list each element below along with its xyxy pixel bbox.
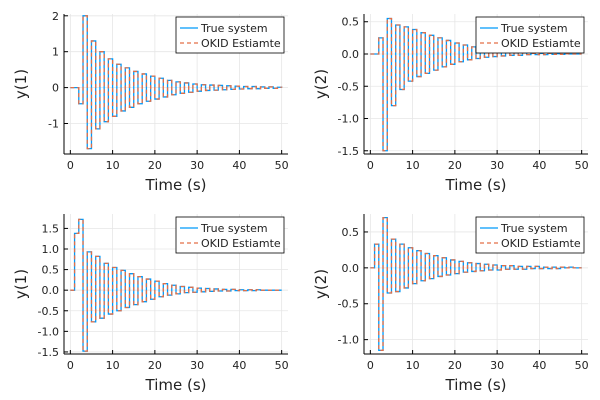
- x-tick-label: 0: [67, 359, 74, 372]
- x-tick-label: 0: [67, 159, 74, 172]
- x-tick-label: 0: [367, 359, 374, 372]
- x-tick-label: 30: [190, 159, 204, 172]
- legend-label-1: True system: [500, 222, 568, 235]
- y-tick-label: -1.5: [338, 145, 359, 158]
- x-axis-label: Time (s): [445, 376, 507, 394]
- y-tick-label: -1.0: [338, 113, 359, 126]
- y-tick-label: 0: [52, 82, 59, 95]
- x-axis-label: Time (s): [145, 376, 207, 394]
- legend-box: [175, 216, 285, 254]
- x-tick-label: 50: [275, 159, 289, 172]
- y-tick-label: -0.5: [338, 80, 359, 93]
- x-tick-label: 20: [448, 359, 462, 372]
- y-tick-label: 1: [52, 46, 59, 59]
- y-tick-label: 1.5: [42, 222, 60, 235]
- y-axis-label: y(1): [12, 269, 30, 299]
- legend-box: [475, 216, 585, 254]
- y-tick-label: 0.0: [42, 284, 60, 297]
- subplot-2: 0 10 20 30 40 50 -1.5 -1.0 -0.5 0.0 0.5 Time (s) y(2…: [312, 14, 589, 194]
- legend: True system OKID Estiamte: [475, 16, 585, 54]
- x-tick-label: 40: [532, 159, 546, 172]
- y-tick-label: -0.5: [38, 305, 59, 318]
- x-tick-label: 10: [406, 159, 420, 172]
- legend: True system OKID Estiamte: [175, 216, 285, 254]
- y-tick-label: 1.0: [42, 243, 60, 256]
- legend-label-2: OKID Estiamte: [501, 37, 581, 50]
- legend-label-2: OKID Estiamte: [501, 237, 581, 250]
- y-tick-label: -1.5: [38, 346, 59, 359]
- x-tick-label: 10: [106, 359, 120, 372]
- x-axis-label: Time (s): [445, 176, 507, 194]
- x-tick-label: 20: [448, 159, 462, 172]
- x-tick-label: 30: [190, 359, 204, 372]
- x-tick-label: 40: [232, 359, 246, 372]
- legend: True system OKID Estiamte: [475, 216, 585, 254]
- x-tick-label: 30: [490, 159, 504, 172]
- y-tick-label: -1: [48, 117, 59, 130]
- x-tick-label: 50: [275, 359, 289, 372]
- legend-label-1: True system: [500, 22, 568, 35]
- legend-label-1: True system: [200, 222, 268, 235]
- x-tick-label: 10: [406, 359, 420, 372]
- y-axis-label: y(2): [312, 69, 330, 99]
- x-tick-label: 40: [232, 159, 246, 172]
- x-tick-label: 40: [532, 359, 546, 372]
- y-tick-label: 0.0: [342, 262, 360, 275]
- x-tick-label: 50: [575, 359, 589, 372]
- y-tick-label: 0.5: [342, 16, 360, 29]
- y-axis-label: y(2): [312, 269, 330, 299]
- series-line-2: [70, 218, 282, 352]
- x-tick-label: 20: [148, 159, 162, 172]
- subplot-4: 0 10 20 30 40 50 -1.0 -0.5 0.0 0.5 Time (s) y(2) Tru…: [312, 214, 589, 394]
- y-tick-label: -1.0: [338, 334, 359, 347]
- legend-box: [175, 16, 285, 54]
- x-axis-label: Time (s): [145, 176, 207, 194]
- series-line-2: [70, 15, 283, 150]
- subplot-1: 0 10 20 30 40 50 -1 0 1 2 Time (s) y(1) True system O…: [12, 10, 289, 194]
- legend-label-1: True system: [200, 22, 268, 35]
- subplot-3: 0 10 20 30 40 50 -1.5 -1.0 -0.5 0.0 0.5 1.0 1.5 Time …: [12, 214, 289, 394]
- x-tick-label: 10: [106, 159, 120, 172]
- x-tick-label: 30: [490, 359, 504, 372]
- legend-label-2: OKID Estiamte: [201, 237, 281, 250]
- y-tick-label: -0.5: [338, 298, 359, 311]
- series-line-2: [370, 216, 582, 352]
- y-axis-label: y(1): [12, 69, 30, 99]
- y-tick-label: 0.5: [342, 226, 360, 239]
- x-tick-label: 50: [575, 159, 589, 172]
- x-tick-label: 0: [367, 159, 374, 172]
- x-tick-label: 20: [148, 359, 162, 372]
- legend: True system OKID Estiamte: [175, 16, 285, 54]
- legend-box: [475, 16, 585, 54]
- y-tick-label: 0.5: [42, 264, 60, 277]
- y-tick-label: -1.0: [38, 325, 59, 338]
- y-tick-label: 2: [52, 10, 59, 23]
- y-tick-label: 0.0: [342, 48, 360, 61]
- legend-label-2: OKID Estiamte: [201, 37, 281, 50]
